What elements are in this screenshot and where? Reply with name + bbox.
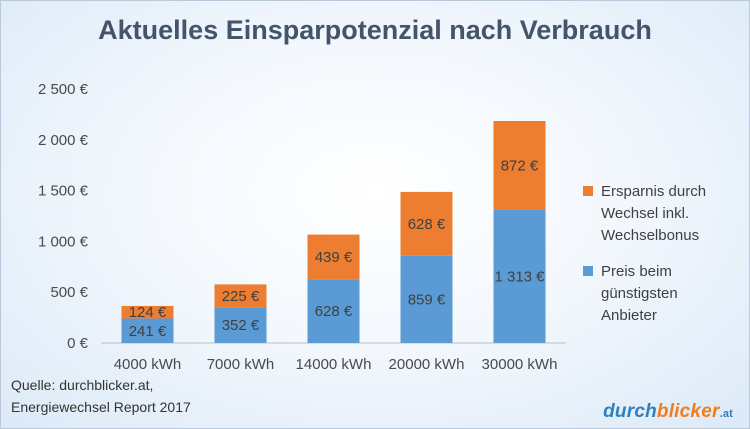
data-label: 872 €	[501, 157, 539, 174]
data-label: 859 €	[408, 291, 446, 308]
x-tick-label: 20000 kWh	[389, 356, 465, 373]
bar-segment	[121, 305, 174, 319]
y-tick-label: 500 €	[50, 284, 88, 301]
bar-segment	[214, 284, 267, 308]
data-label: 628 €	[408, 216, 446, 233]
data-label: 124 €	[129, 304, 167, 321]
bar-segment	[307, 234, 360, 280]
legend-item-price: Preis beim günstigsten Anbieter	[583, 261, 743, 327]
brand-logo: durchblicker.at	[603, 401, 733, 422]
x-tick-label: 30000 kWh	[482, 356, 558, 373]
legend-label-price: Preis beim günstigsten Anbieter	[601, 263, 678, 324]
y-tick-label: 1 000 €	[38, 233, 89, 250]
data-label: 352 €	[222, 317, 260, 334]
legend-swatch-price	[583, 266, 593, 276]
x-tick-label: 4000 kWh	[114, 356, 182, 373]
y-tick-label: 2 500 €	[38, 81, 89, 98]
bar-segment	[493, 121, 546, 210]
data-label: 225 €	[222, 288, 260, 305]
data-label: 1 313 €	[494, 268, 545, 285]
chart-title: Aktuelles Einsparpotenzial nach Verbrauc…	[98, 15, 652, 45]
y-tick-label: 1 500 €	[38, 183, 89, 200]
x-tick-label: 14000 kWh	[296, 356, 372, 373]
bar-segment	[400, 255, 453, 343]
bar-segment	[307, 279, 360, 343]
bar-segment	[214, 307, 267, 343]
data-label: 241 €	[129, 323, 167, 340]
bar-segment	[400, 191, 453, 256]
bar-segment	[121, 318, 174, 343]
data-label: 628 €	[315, 303, 353, 320]
source-note: Quelle: durchblicker.at, Energiewechsel …	[11, 377, 191, 415]
bar-segment	[493, 209, 546, 343]
x-tick-label: 7000 kWh	[207, 356, 275, 373]
data-label: 439 €	[315, 249, 353, 266]
chart-legend: Ersparnis durch Wechsel inkl. Wechselbon…	[583, 181, 743, 341]
y-tick-label: 2 000 €	[38, 132, 89, 149]
y-tick-label: 0 €	[67, 335, 89, 352]
legend-swatch-savings	[583, 186, 593, 196]
legend-item-savings: Ersparnis durch Wechsel inkl. Wechselbon…	[583, 181, 743, 247]
legend-label-savings: Ersparnis durch Wechsel inkl. Wechselbon…	[601, 183, 707, 244]
